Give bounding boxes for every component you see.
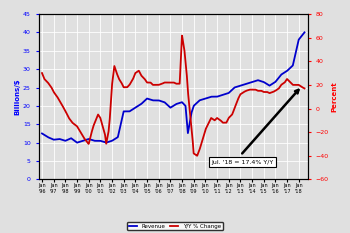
Legend: Revenue, Y/Y % Change: Revenue, Y/Y % Change [127,222,223,230]
Y-axis label: Percent: Percent [331,81,337,112]
Y-axis label: Billions/$: Billions/$ [14,78,20,115]
Text: Jul. '18 = 17.4% Y/Y: Jul. '18 = 17.4% Y/Y [211,160,273,165]
